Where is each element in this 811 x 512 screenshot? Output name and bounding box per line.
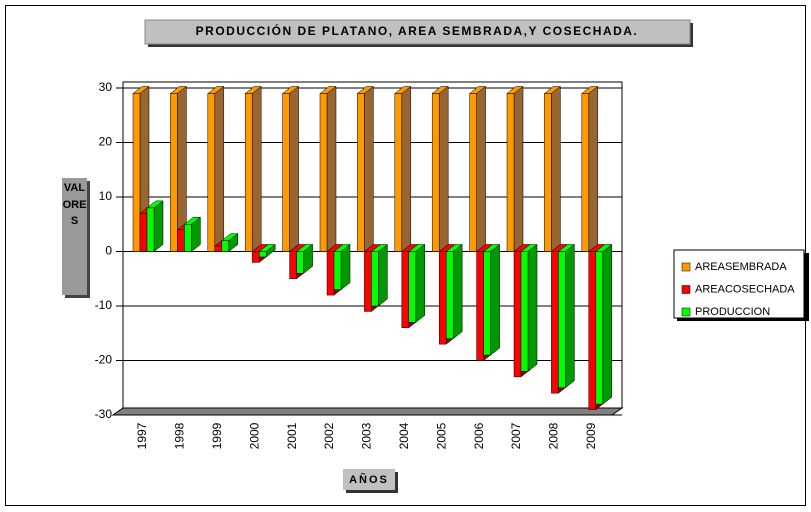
bar [244,93,253,252]
bar [431,93,440,252]
bar [139,213,148,252]
x-tick-label: 2008 [547,422,561,449]
bar-side [289,85,299,253]
bar [333,251,342,290]
bar-side [340,243,351,291]
x-tick-label: 2009 [584,422,598,449]
bar-side [364,85,374,253]
legend-swatch [681,285,691,294]
bar-side [438,85,449,253]
bar-side [452,243,463,340]
bar-side [214,85,225,253]
bar [394,93,403,252]
y-tick-label: 0 [105,244,112,258]
bar [282,93,290,252]
bar [506,93,515,252]
y-tick-label: -30 [95,407,113,421]
bar [371,251,379,307]
y-tick-label: 20 [99,135,113,149]
bar [251,251,260,263]
bar-side [378,243,388,307]
bar [170,93,178,252]
bar [595,251,604,405]
x-tick-label: 2005 [434,422,448,449]
bar [408,251,417,323]
bar [364,251,372,312]
title-box [144,19,691,45]
x-axis-label: AÑOS [349,473,389,486]
floor [111,407,624,416]
bar [177,229,185,252]
bar [146,207,155,252]
bar [445,251,454,339]
legend-label: AREACOSECHADA [695,283,795,295]
y-tick-label: -10 [95,298,113,312]
legend-label: PRODUCCION [695,306,770,318]
x-tick-label: 2007 [509,422,523,449]
bar [326,251,335,296]
bar [401,251,410,329]
bar-side [551,85,561,253]
y-axis-label: VALORES [62,178,87,295]
x-label-box [343,469,395,490]
bar [520,251,529,372]
bar-side [602,243,613,405]
chart-title: PRODUCCIÓN DE PLATANO, AREA SEMBRADA,Y C… [196,23,639,38]
bar [544,93,552,252]
bar-side [490,243,500,356]
bar [207,93,216,252]
bar-side [153,200,164,253]
x-tick-label: 2002 [322,422,336,449]
bar [581,93,590,252]
legend-box [673,249,805,319]
bar-side [326,85,337,253]
bar [319,93,328,252]
x-tick-label: 2003 [360,422,374,449]
bar-side [527,243,538,372]
bar [296,251,304,274]
bar [483,251,491,356]
bar [184,224,192,252]
x-tick-label: 2004 [397,422,411,449]
x-tick-label: 2006 [472,422,486,449]
bar-side [588,85,599,253]
bar [551,251,559,394]
bar [357,93,365,252]
x-tick-label: 1998 [173,422,187,449]
bar-side [565,243,575,389]
x-tick-label: 2000 [247,422,261,449]
legend-swatch [681,307,691,317]
legend-label: AREASEMBRADA [695,261,787,273]
bar-side [513,85,524,253]
x-tick-label: 1999 [210,422,224,449]
bar [558,251,566,388]
y-tick-label: -20 [95,353,113,367]
bar-side [251,85,262,253]
bar [588,251,597,410]
bar [214,245,223,252]
legend-swatch [681,262,691,272]
bar [513,251,522,378]
bar-side [415,243,426,323]
y-tick-label: 10 [99,189,113,203]
y-tick-label: 30 [99,80,113,94]
x-tick-label: 1997 [135,422,149,449]
bar [438,251,447,345]
bar [221,240,230,252]
bar [289,251,297,279]
x-tick-label: 2001 [285,422,299,449]
bar [476,251,484,361]
bar [258,251,267,258]
bar [469,93,477,252]
bar-side [476,85,486,253]
bar [132,93,141,252]
bar-side [401,85,412,253]
